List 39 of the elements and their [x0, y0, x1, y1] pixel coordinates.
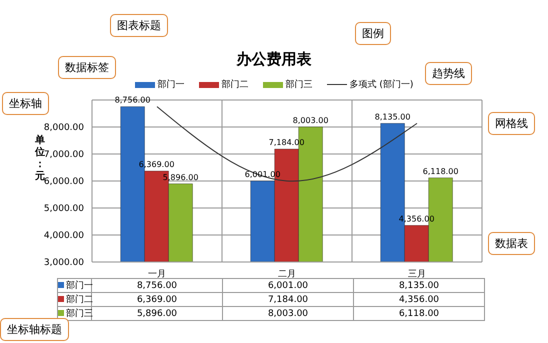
data-label: 8,135.00	[354, 278, 484, 292]
data-label: 6,118.00	[354, 306, 484, 320]
data-label: 6,369.00	[92, 292, 222, 306]
legend-label: 多项式 (部门一)	[348, 78, 414, 91]
callout-box: 图例	[355, 22, 391, 45]
text: 部门三	[66, 309, 93, 319]
text: 部门二	[66, 295, 93, 305]
y-tick-label: 8,000.00	[44, 123, 84, 134]
callout-box: 数据表	[488, 232, 535, 255]
text: 部门一	[66, 281, 93, 291]
data-label: 7,184.00	[222, 292, 354, 306]
text: 8,003.00	[292, 116, 328, 125]
y-tick-label: 6,000.00	[44, 177, 84, 188]
x-tick-label: 一月	[148, 269, 166, 280]
callout-box: 数据标签	[58, 56, 116, 79]
y-tick-label: 3,000.00	[44, 258, 84, 268]
text: 8,135.00	[374, 112, 410, 122]
callout-box: 坐标轴	[2, 92, 49, 115]
data-label: 4,356.00	[354, 292, 484, 306]
y-tick-label: 5,000.00	[44, 204, 84, 214]
y-tick-label: 4,000.00	[44, 231, 84, 242]
x-tick-label: 三月	[408, 269, 426, 280]
y-axis-title: 单位：元	[34, 135, 45, 182]
callout-box: 趋势线	[425, 62, 472, 85]
legend-label: 部门三	[284, 78, 313, 91]
legend-label: 部门二	[220, 78, 249, 91]
callout-box: 网格线	[488, 112, 535, 135]
callout-box: 图表标题	[110, 14, 168, 37]
data-label: 5,896.00	[92, 306, 222, 320]
chart-title: 办公费用表	[236, 50, 312, 68]
data-label: 6,001.00	[222, 278, 354, 292]
y-tick-label: 7,000.00	[44, 150, 84, 160]
text: 8,756.00	[114, 96, 150, 105]
legend-label: 部门一	[156, 78, 185, 91]
callout-box: 坐标轴标题	[0, 318, 69, 341]
data-label: 8,003.00	[222, 306, 354, 320]
x-tick-label: 二月	[278, 269, 296, 280]
data-label: 8,756.00	[92, 278, 222, 292]
text: 6,118.00	[422, 166, 458, 176]
